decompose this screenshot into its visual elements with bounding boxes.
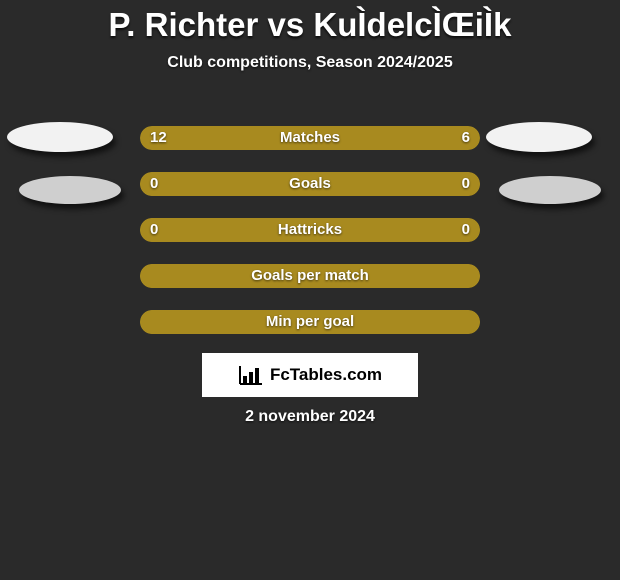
page-title: P. Richter vs KuÌdelcÌŒiÌk: [0, 0, 620, 44]
decor-ellipse: [7, 122, 113, 152]
stat-label: Goals per match: [140, 264, 480, 288]
stat-label: Goals: [140, 172, 480, 196]
date-text: 2 november 2024: [0, 408, 620, 426]
decor-ellipse: [499, 176, 601, 204]
stat-row: Goals per match: [140, 264, 480, 288]
stat-row: Min per goal: [140, 310, 480, 334]
subtitle: Club competitions, Season 2024/2025: [0, 54, 620, 72]
stat-label: Min per goal: [140, 310, 480, 334]
stat-row: 126Matches: [140, 126, 480, 150]
bar-chart-icon: [238, 364, 264, 386]
stat-label: Hattricks: [140, 218, 480, 242]
decor-ellipse: [19, 176, 121, 204]
logo: FcTables.com: [202, 353, 418, 397]
decor-ellipse: [486, 122, 592, 152]
stat-rows: 126Matches 00Goals 00Hattricks Goals per ma…: [140, 126, 480, 356]
stat-row: 00Hattricks: [140, 218, 480, 242]
logo-text: FcTables.com: [270, 365, 382, 385]
stat-row: 00Goals: [140, 172, 480, 196]
stat-label: Matches: [140, 126, 480, 150]
